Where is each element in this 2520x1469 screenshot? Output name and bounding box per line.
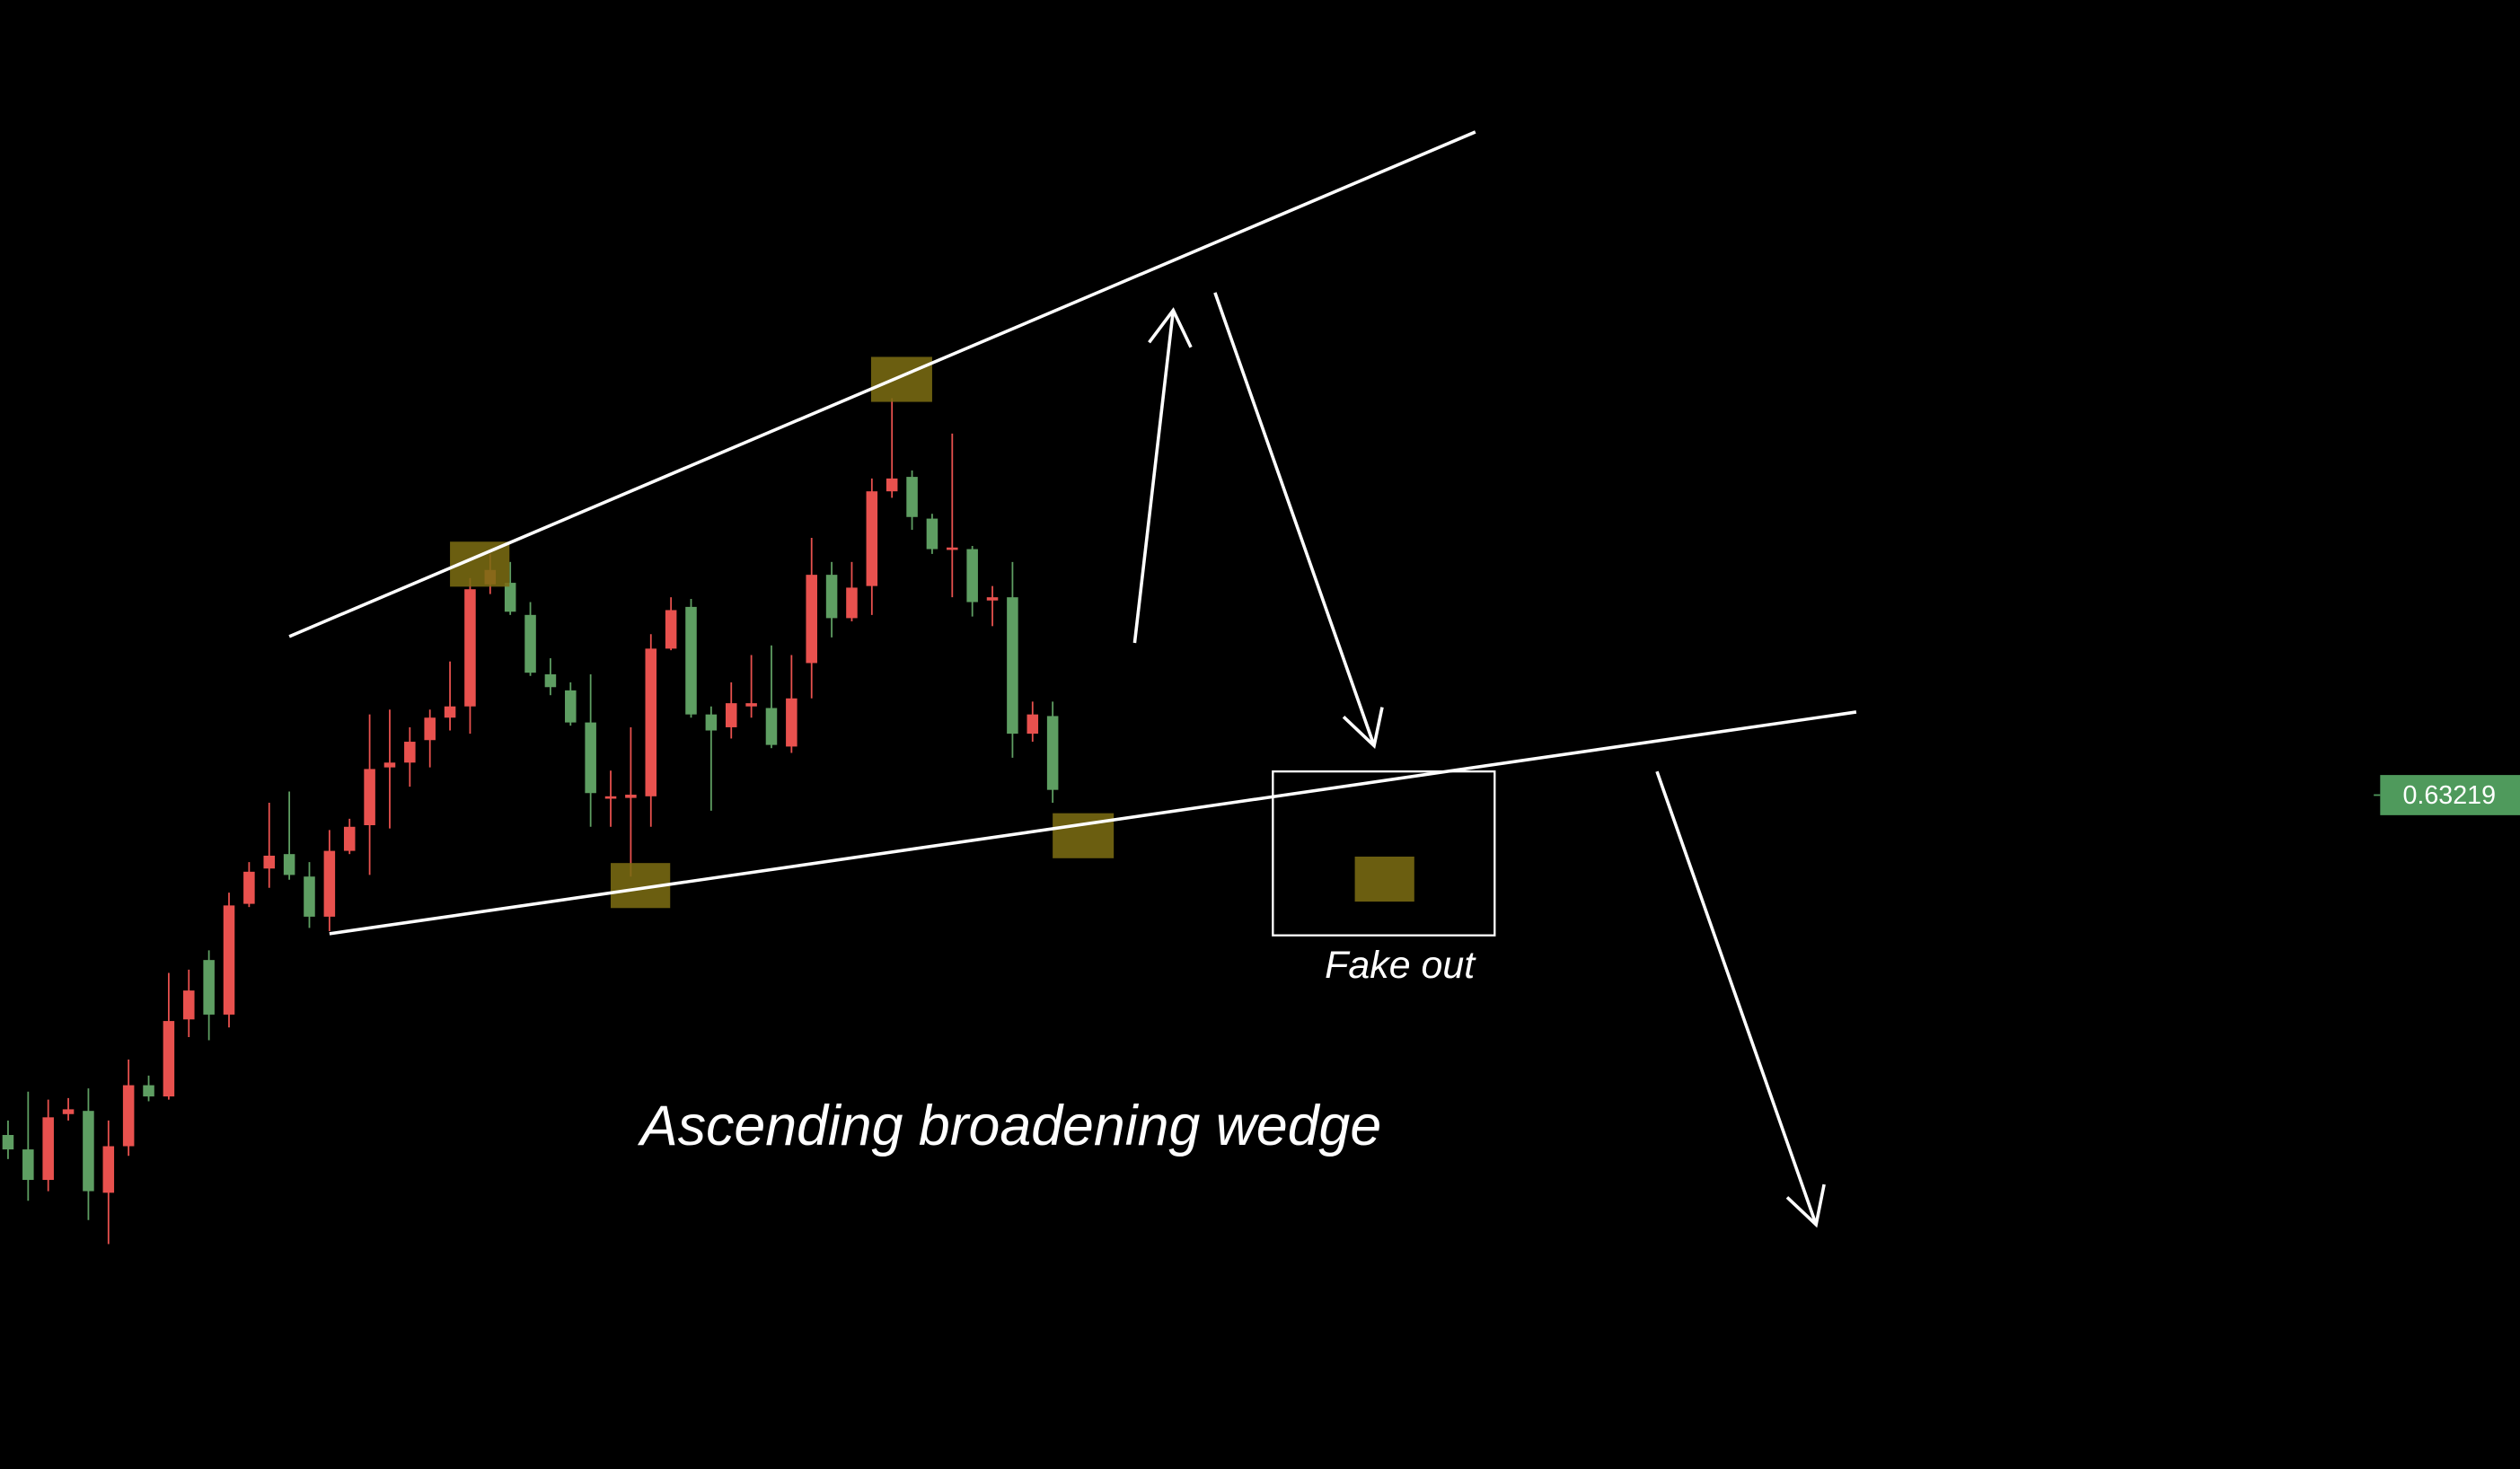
candle-body (524, 614, 536, 673)
candle-body (383, 762, 396, 768)
highlight-box (870, 356, 932, 402)
candle-body (544, 673, 557, 688)
price-label-group: 0.63219 (2374, 775, 2520, 815)
candle-body (846, 587, 858, 619)
candle-body (765, 708, 778, 745)
arrow-head (1342, 707, 1384, 750)
candle-body (926, 518, 938, 550)
arrow-up (1132, 310, 1176, 644)
price-label: 0.63219 (2403, 781, 2496, 810)
drawings (288, 130, 1857, 1228)
candles (2, 398, 1059, 1245)
candle-body (1046, 716, 1059, 790)
candle-body (323, 850, 336, 917)
candle-body (143, 1085, 154, 1097)
candle-body (83, 1111, 94, 1192)
candle-body (806, 575, 817, 664)
candle-body (304, 876, 315, 917)
arrow-down (1213, 292, 1376, 747)
lower-trendline (329, 710, 1857, 936)
candle-body (243, 871, 255, 904)
candle-body (705, 714, 718, 731)
candle-body (122, 1085, 135, 1147)
candle-body (424, 717, 436, 741)
candle-body (745, 703, 757, 707)
candle-body (585, 722, 596, 794)
candle-body (223, 905, 235, 1015)
candle-body (22, 1149, 34, 1181)
arrow-head (1148, 307, 1193, 348)
candle-body (163, 1021, 175, 1097)
candle-body (986, 597, 999, 601)
candle-body (947, 547, 958, 550)
candle-body (404, 742, 416, 763)
candle-body (685, 606, 697, 715)
candle-body (866, 491, 878, 586)
candle-body (263, 855, 276, 869)
candle-body (1007, 597, 1018, 734)
price-label-bg (2380, 775, 2520, 815)
candle-body (645, 648, 657, 796)
candle-body (364, 769, 375, 825)
candle-body (565, 690, 577, 723)
candle-body (604, 796, 617, 799)
candle-body (183, 990, 195, 1020)
candle-body (444, 706, 456, 718)
candle-body (343, 826, 356, 851)
candle-body (2, 1135, 14, 1150)
candle-body (906, 477, 918, 517)
candle-body (203, 960, 215, 1015)
candle-body (625, 795, 637, 798)
fakeout-box (1272, 770, 1496, 937)
candle-body (825, 575, 838, 619)
highlight-box (1354, 857, 1414, 902)
candle-body (786, 698, 797, 747)
arrow-head (1785, 1183, 1826, 1228)
candle-body (464, 589, 476, 707)
annotation: Fake out (1325, 944, 1476, 987)
candle-body (102, 1146, 115, 1193)
candle-body (42, 1117, 54, 1181)
candle-body (504, 583, 516, 612)
candle-body (1027, 714, 1039, 734)
candle-body (62, 1109, 75, 1114)
candle-body (283, 854, 295, 875)
candle-body (725, 703, 737, 727)
candle-body (665, 610, 677, 649)
arrow-down (1655, 770, 1818, 1226)
upper-trendline (288, 130, 1476, 638)
candle-body (966, 549, 978, 603)
candle-body (886, 478, 898, 492)
annotation: Ascending broadening wedge (637, 1095, 1381, 1157)
